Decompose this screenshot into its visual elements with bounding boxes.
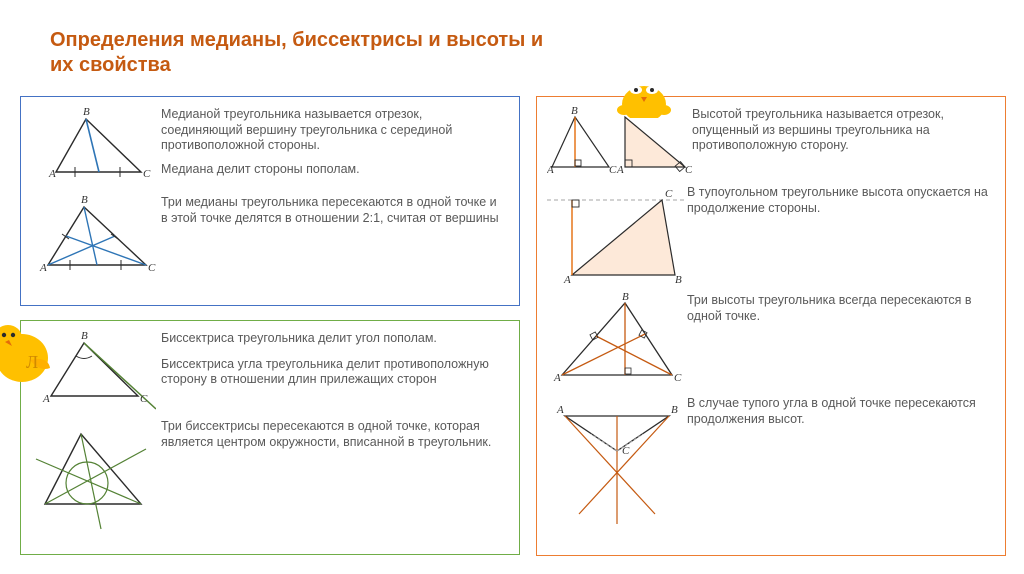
svg-text:A: A xyxy=(556,404,564,416)
svg-text:B: B xyxy=(622,293,629,303)
height-text-4: В случае тупого угла в одной точке перес… xyxy=(687,396,991,427)
svg-text:A: A xyxy=(42,393,50,405)
svg-text:B: B xyxy=(571,107,578,117)
cartoon-chick-peek-icon xyxy=(614,70,674,118)
bisector-text-3: Три биссектрисы пересекаются в одной точ… xyxy=(161,419,505,450)
svg-text:A: A xyxy=(39,262,47,274)
svg-text:B: B xyxy=(81,195,88,206)
height-panel: A B C A B C Высотой треугольника называе… xyxy=(536,96,1006,556)
cartoon-chick-icon: Л xyxy=(0,310,60,385)
median-text-3: Три медианы треугольника пересекаются в … xyxy=(161,195,505,226)
svg-text:A: A xyxy=(48,168,56,180)
median-figure-1: A B C xyxy=(31,107,161,187)
height-text-1: Высотой треугольника называется отрезок,… xyxy=(692,107,991,154)
bisector-text-2: Биссектриса угла треугольника делит прот… xyxy=(161,357,505,388)
svg-text:A: A xyxy=(616,164,624,176)
svg-text:C: C xyxy=(143,168,151,180)
svg-text:A: A xyxy=(547,164,554,176)
svg-text:C: C xyxy=(685,164,692,176)
height-figure-3: A B C xyxy=(547,293,687,388)
svg-text:Л: Л xyxy=(26,352,38,372)
svg-text:B: B xyxy=(675,274,682,285)
svg-text:B: B xyxy=(81,331,88,342)
median-text-1: Медианой треугольника называется отрезок… xyxy=(161,107,505,154)
svg-text:C: C xyxy=(622,445,630,457)
page-title: Определения медианы, биссектрисы и высот… xyxy=(50,28,550,78)
svg-text:C: C xyxy=(140,393,148,405)
median-text-2: Медиана делит стороны пополам. xyxy=(161,162,505,178)
height-text-2: В тупоугольном треугольнике высота опуск… xyxy=(687,185,991,216)
bisector-panel: A B C Биссектриса треугольника делит уго… xyxy=(20,320,520,555)
svg-text:B: B xyxy=(83,107,90,118)
height-figure-4: A B C xyxy=(547,396,687,526)
svg-text:C: C xyxy=(148,262,156,274)
svg-text:B: B xyxy=(671,404,678,416)
svg-text:A: A xyxy=(563,274,571,285)
svg-text:A: A xyxy=(553,372,561,384)
bisector-figure-2 xyxy=(31,419,161,539)
median-figure-2: A B C xyxy=(31,195,161,280)
svg-text:C: C xyxy=(609,164,617,176)
height-text-3: Три высоты треугольника всегда пересекаю… xyxy=(687,293,991,324)
median-panel: A B C Медианой треугольника называется о… xyxy=(20,96,520,306)
svg-text:C: C xyxy=(665,188,673,200)
height-figure-2: A B C xyxy=(547,185,687,285)
bisector-text-1: Биссектриса треугольника делит угол попо… xyxy=(161,331,505,347)
svg-text:C: C xyxy=(674,372,682,384)
